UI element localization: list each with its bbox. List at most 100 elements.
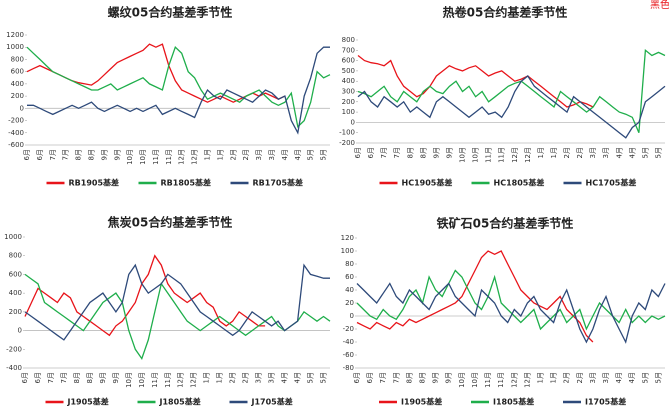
- legend-label: J1805基差: [159, 397, 201, 407]
- x-tick-label: 11月: [151, 372, 159, 388]
- x-tick-label: 5月: [654, 372, 662, 383]
- series-line: [356, 250, 594, 343]
- y-tick-label: 120: [341, 234, 354, 242]
- x-tick-label: 8月: [405, 372, 413, 383]
- x-tick-label: 7月: [49, 149, 57, 160]
- y-tick-label: 0: [20, 104, 24, 112]
- x-tick-label: 10月: [125, 372, 133, 388]
- x-tick-label: 6月: [23, 149, 31, 160]
- x-tick-label: 2月: [576, 147, 584, 158]
- y-tick-label: 1000: [4, 233, 22, 241]
- x-tick-label: 9月: [445, 147, 453, 158]
- x-tick-label: 5月: [307, 372, 315, 383]
- series-line: [24, 254, 266, 337]
- y-tick-label: 600: [11, 68, 24, 76]
- x-tick-label: 1月: [216, 372, 224, 383]
- x-tick-label: 10月: [126, 149, 134, 165]
- legend-label: RB1905基差: [69, 178, 120, 188]
- x-tick-label: 6月: [353, 372, 361, 383]
- x-tick-label: 7月: [393, 147, 401, 158]
- y-tick-label: 0: [350, 312, 354, 320]
- y-tick-label: 700: [342, 46, 355, 54]
- x-tick-label: 2月: [229, 372, 237, 383]
- x-tick-label: 1月: [550, 372, 558, 383]
- x-tick-label: 2月: [576, 372, 584, 383]
- x-tick-label: 10月: [471, 372, 479, 388]
- x-tick-label: 6月: [354, 147, 362, 158]
- x-tick-label: 1月: [203, 372, 211, 383]
- legend-label: I1805基差: [493, 397, 534, 407]
- y-tick-label: 100: [341, 247, 354, 255]
- legend-label: J1705基差: [251, 397, 293, 407]
- x-tick-label: 3月: [268, 149, 276, 160]
- y-tick-label: 200: [342, 98, 355, 106]
- x-tick-label: 1月: [216, 149, 224, 160]
- y-tick-label: -200: [8, 117, 24, 125]
- x-tick-label: 7月: [60, 372, 68, 383]
- legend-label: HC1905基差: [402, 178, 453, 188]
- x-tick-label: 9月: [99, 372, 107, 383]
- x-tick-label: 8月: [419, 372, 427, 383]
- y-tick-label: -40: [343, 338, 354, 346]
- y-tick-label: -200: [6, 345, 22, 353]
- y-tick-label: 1000: [6, 43, 24, 51]
- series-line: [26, 43, 286, 103]
- legend-label: HC1805基差: [494, 178, 545, 188]
- y-tick-label: 20: [345, 299, 354, 307]
- y-tick-label: 200: [9, 308, 22, 316]
- x-tick-label: 12月: [190, 372, 198, 388]
- y-tick-label: 500: [342, 67, 355, 75]
- y-tick-label: -20: [343, 325, 354, 333]
- x-tick-label: 9月: [432, 147, 440, 158]
- x-tick-label: 4月: [294, 149, 302, 160]
- series-line: [357, 54, 594, 108]
- x-tick-label: 7月: [379, 372, 387, 383]
- y-tick-label: -60: [343, 351, 354, 359]
- legend-label: RB1805基差: [161, 178, 212, 188]
- series-line: [356, 269, 666, 331]
- y-tick-label: 60: [345, 273, 354, 281]
- x-tick-label: 8月: [86, 372, 94, 383]
- chart-title: 热卷05合约基差季节性: [443, 5, 568, 20]
- x-tick-label: 8月: [419, 147, 427, 158]
- x-tick-label: 3月: [255, 149, 263, 160]
- x-tick-label: 3月: [255, 372, 263, 383]
- x-tick-label: 6月: [34, 372, 42, 383]
- chart-title: 铁矿石05合约基差季节性: [437, 216, 574, 231]
- y-tick-label: 200: [11, 92, 24, 100]
- y-tick-label: -600: [8, 141, 24, 149]
- x-tick-label: 4月: [628, 147, 636, 158]
- x-tick-label: 5月: [307, 149, 315, 160]
- x-tick-label: 4月: [281, 372, 289, 383]
- x-tick-label: 9月: [113, 149, 121, 160]
- x-tick-label: 4月: [615, 147, 623, 158]
- y-tick-label: 800: [9, 252, 22, 260]
- y-tick-label: 400: [9, 289, 22, 297]
- x-tick-label: 8月: [406, 147, 414, 158]
- x-tick-label: 1月: [536, 372, 544, 383]
- chart-title: 螺纹05合约基差季节性: [108, 5, 233, 20]
- chart-title: 焦炭05合约基差季节性: [107, 215, 233, 230]
- x-tick-label: 7月: [380, 147, 388, 158]
- y-tick-label: 300: [342, 88, 355, 96]
- y-tick-label: 400: [11, 80, 24, 88]
- x-tick-label: 11月: [152, 149, 160, 165]
- y-tick-label: 0: [18, 327, 22, 335]
- x-tick-label: 12月: [524, 147, 532, 163]
- y-tick-label: 800: [11, 55, 24, 63]
- series-line: [24, 273, 331, 361]
- legend-label: I1905基差: [401, 397, 442, 407]
- y-tick-label: -100: [339, 129, 355, 137]
- y-tick-label: -80: [343, 364, 354, 372]
- x-tick-label: 5月: [320, 149, 328, 160]
- x-tick-label: 11月: [497, 372, 505, 388]
- x-tick-label: 4月: [281, 149, 289, 160]
- x-tick-label: 12月: [523, 372, 531, 388]
- x-tick-label: 1月: [537, 147, 545, 158]
- x-tick-label: 6月: [366, 372, 374, 383]
- x-tick-label: 2月: [242, 149, 250, 160]
- x-tick-label: 11月: [485, 147, 493, 163]
- y-tick-label: -200: [339, 139, 355, 147]
- x-tick-label: 9月: [112, 372, 120, 383]
